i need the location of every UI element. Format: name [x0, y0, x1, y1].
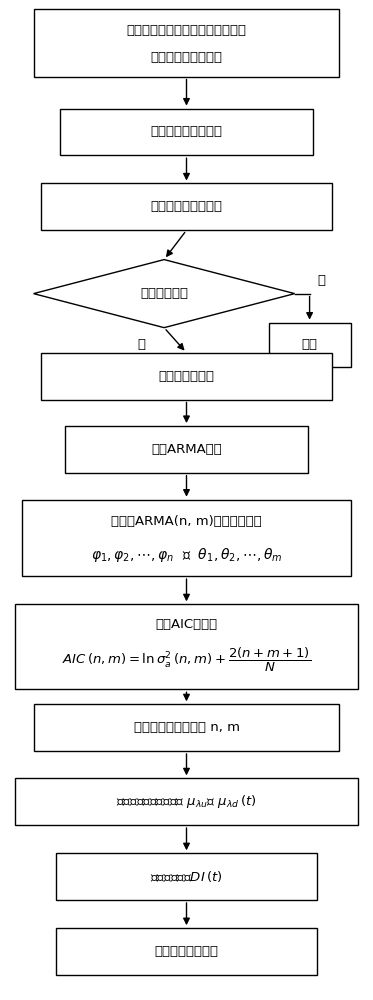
- Text: 计算损伤因子$DI\,(t)$: 计算损伤因子$DI\,(t)$: [150, 869, 223, 884]
- Text: 构建应变传感器网络: 构建应变传感器网络: [150, 125, 223, 138]
- Text: 计算出模型最优阶数 n, m: 计算出模型最优阶数 n, m: [134, 721, 239, 734]
- Bar: [56, 928, 317, 975]
- Bar: [34, 704, 339, 751]
- Text: 退出: 退出: [302, 338, 317, 351]
- Bar: [15, 778, 358, 825]
- Bar: [34, 9, 339, 77]
- Text: 采用AIC准则：: 采用AIC准则：: [156, 618, 217, 631]
- Text: 是: 是: [138, 338, 146, 351]
- Bar: [269, 323, 351, 367]
- Text: 否: 否: [317, 274, 325, 287]
- Bar: [15, 604, 358, 689]
- Text: 损伤表征物理量采集: 损伤表征物理量采集: [150, 200, 223, 213]
- Text: 计算出ARMA(n, m)模型的参数：: 计算出ARMA(n, m)模型的参数：: [111, 515, 262, 528]
- Text: 利用有限元分析获得高温压力管道: 利用有限元分析获得高温压力管道: [126, 24, 247, 37]
- Text: 构建ARMA模型: 构建ARMA模型: [151, 443, 222, 456]
- Text: $\varphi_1,\varphi_2,\cdots,\varphi_n$  及  $\theta_1,\theta_2,\cdots,\theta_m$: $\varphi_1,\varphi_2,\cdots,\varphi_n$ 及…: [91, 546, 282, 564]
- Text: 计算出结构特征量均值 $\mu_{\lambda u}$和 $\mu_{\lambda d}\,(t)$: 计算出结构特征量均值 $\mu_{\lambda u}$和 $\mu_{\lam…: [116, 793, 257, 810]
- Polygon shape: [34, 260, 295, 328]
- Bar: [60, 109, 313, 155]
- Text: $AIC\,(n,m)=\ln\sigma_a^2\,(n,m)+\dfrac{2(n+m+1)}{N}$: $AIC\,(n,m)=\ln\sigma_a^2\,(n,m)+\dfrac{…: [62, 646, 311, 674]
- Text: 数据标准化处理: 数据标准化处理: [159, 370, 214, 383]
- Bar: [41, 183, 332, 230]
- Text: 数据序列平稳: 数据序列平稳: [140, 287, 188, 300]
- Bar: [22, 500, 351, 576]
- Text: 输出损伤识别结果: 输出损伤识别结果: [154, 945, 219, 958]
- Bar: [41, 353, 332, 400]
- Text: 应力集中点、易损点: 应力集中点、易损点: [150, 51, 223, 64]
- Bar: [65, 426, 308, 473]
- Bar: [56, 853, 317, 900]
